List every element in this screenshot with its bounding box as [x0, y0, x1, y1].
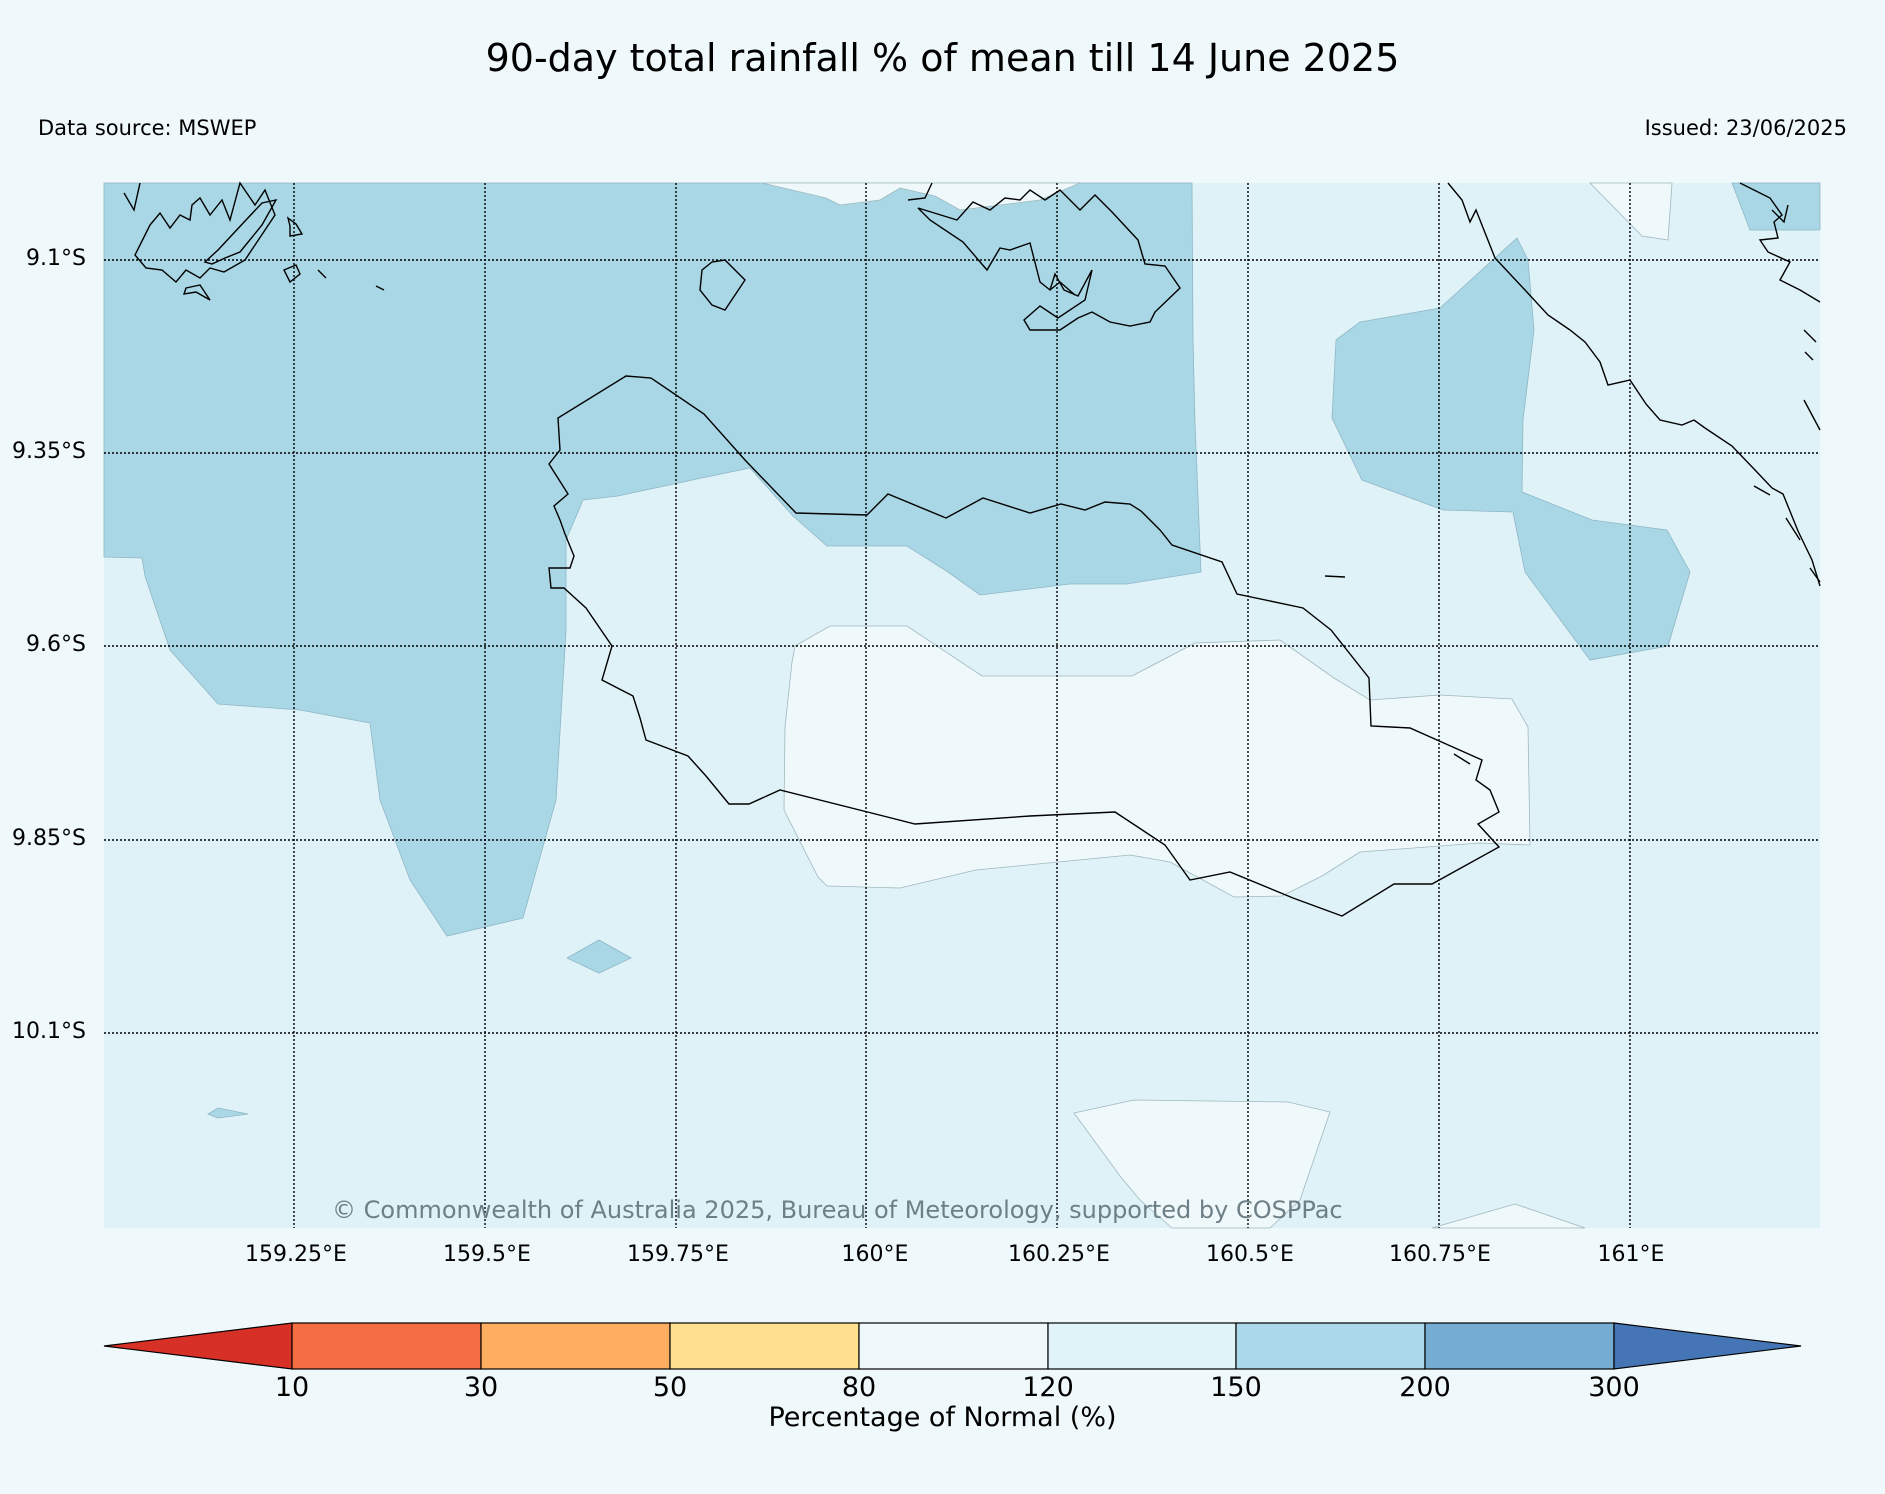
region-near-normal-north	[761, 182, 1081, 211]
colorbar-segment-50-80	[669, 1322, 860, 1370]
colorbar-tick-10: 10	[274, 1372, 310, 1403]
coast-malaita-6	[1753, 485, 1821, 583]
colorbar-extend-high	[1613, 1322, 1802, 1370]
coast-florida-islet-1	[907, 182, 933, 201]
colorbar-segment-30-50	[480, 1322, 671, 1370]
colorbar-segment-10-30	[291, 1322, 482, 1370]
lat-label-9-35: 9.35°S	[12, 439, 86, 464]
colorbar-title: Percentage of Normal (%)	[768, 1402, 1117, 1433]
copyright-notice: © Commonwealth of Australia 2025, Bureau…	[332, 1196, 1343, 1224]
graticule	[104, 183, 1820, 1228]
lon-label-161: 161°E	[1597, 1242, 1665, 1267]
lon-label-160: 160°E	[841, 1242, 909, 1267]
lon-label-160-25: 160.25°E	[1008, 1242, 1110, 1267]
lat-label-9-85: 9.85°S	[12, 826, 86, 851]
colorbar-tick-300: 300	[1588, 1372, 1640, 1403]
coast-isabel-5	[286, 216, 304, 237]
lon-label-159-75: 159.75°E	[627, 1242, 729, 1267]
region-near-normal-southeast	[1431, 1203, 1586, 1229]
region-near-normal-central	[783, 625, 1531, 898]
shading-150-200	[103, 182, 1821, 1119]
data-source-label: Data source: MSWEP	[38, 116, 257, 140]
coast-isabel-6	[317, 269, 385, 291]
lon-label-160-75: 160.75°E	[1389, 1242, 1491, 1267]
coast-malaita-4	[1803, 329, 1817, 361]
coast-malaita-2	[1739, 182, 1821, 303]
coast-isabel-2	[203, 198, 278, 265]
coast-southeast-islet-2	[1453, 753, 1471, 765]
colorbar-segment-120-150	[1047, 1322, 1237, 1370]
coast-small-island-savo	[699, 259, 746, 311]
colorbar-segment-200-300	[1424, 1322, 1615, 1370]
region-small-patch-2	[207, 1107, 249, 1119]
shading-80-120	[761, 182, 1673, 1229]
coast-florida-islands	[917, 189, 1181, 331]
lat-label-10-1: 10.1°S	[12, 1019, 86, 1044]
lon-label-159-25: 159.25°E	[245, 1242, 347, 1267]
coast-isabel-4	[283, 264, 301, 284]
coast-malaita	[1447, 182, 1821, 587]
region-west-wet	[103, 182, 1202, 937]
lat-label-9-6: 9.6°S	[26, 632, 86, 657]
region-near-normal-south	[1073, 1099, 1331, 1229]
colorbar-tick-200: 200	[1399, 1372, 1451, 1403]
colorbar-segment-80-120	[858, 1322, 1049, 1370]
lon-label-159-5: 159.5°E	[443, 1242, 531, 1267]
coast-florida-islet-2	[1049, 281, 1076, 296]
colorbar-tick-150: 150	[1210, 1372, 1262, 1403]
colorbar-tick-30: 30	[463, 1372, 499, 1403]
colorbar-tick-50: 50	[652, 1372, 688, 1403]
region-near-normal-northeast	[1589, 182, 1673, 241]
coast-isabel	[123, 181, 276, 283]
colorbar-tick-80: 80	[841, 1372, 877, 1403]
coast-guadalcanal	[548, 375, 1501, 917]
lat-label-9-1: 9.1°S	[26, 246, 86, 271]
coast-southeast-islet-1	[1324, 575, 1346, 578]
region-small-patch-1	[566, 939, 632, 974]
map-title: 90-day total rainfall % of mean till 14 …	[485, 36, 1400, 80]
coastlines	[123, 181, 1821, 917]
colorbar	[103, 1322, 1802, 1370]
coast-isabel-3	[182, 284, 211, 301]
coast-malaita-5	[1803, 399, 1821, 431]
issued-date-label: Issued: 23/06/2025	[1644, 116, 1847, 140]
coast-malaita-3	[1771, 204, 1789, 224]
lon-label-160-5: 160.5°E	[1206, 1242, 1294, 1267]
colorbar-extend-low	[103, 1322, 293, 1370]
colorbar-tick-120: 120	[1022, 1372, 1074, 1403]
colorbar-segment-150-200	[1235, 1322, 1426, 1370]
